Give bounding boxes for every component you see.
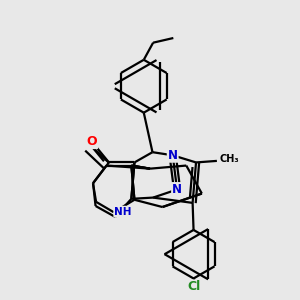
Text: Cl: Cl bbox=[187, 280, 200, 293]
Text: O: O bbox=[86, 135, 97, 148]
Text: N: N bbox=[172, 183, 182, 196]
Text: CH₃: CH₃ bbox=[220, 154, 240, 164]
Text: N: N bbox=[168, 149, 178, 162]
Text: NH: NH bbox=[114, 207, 132, 217]
